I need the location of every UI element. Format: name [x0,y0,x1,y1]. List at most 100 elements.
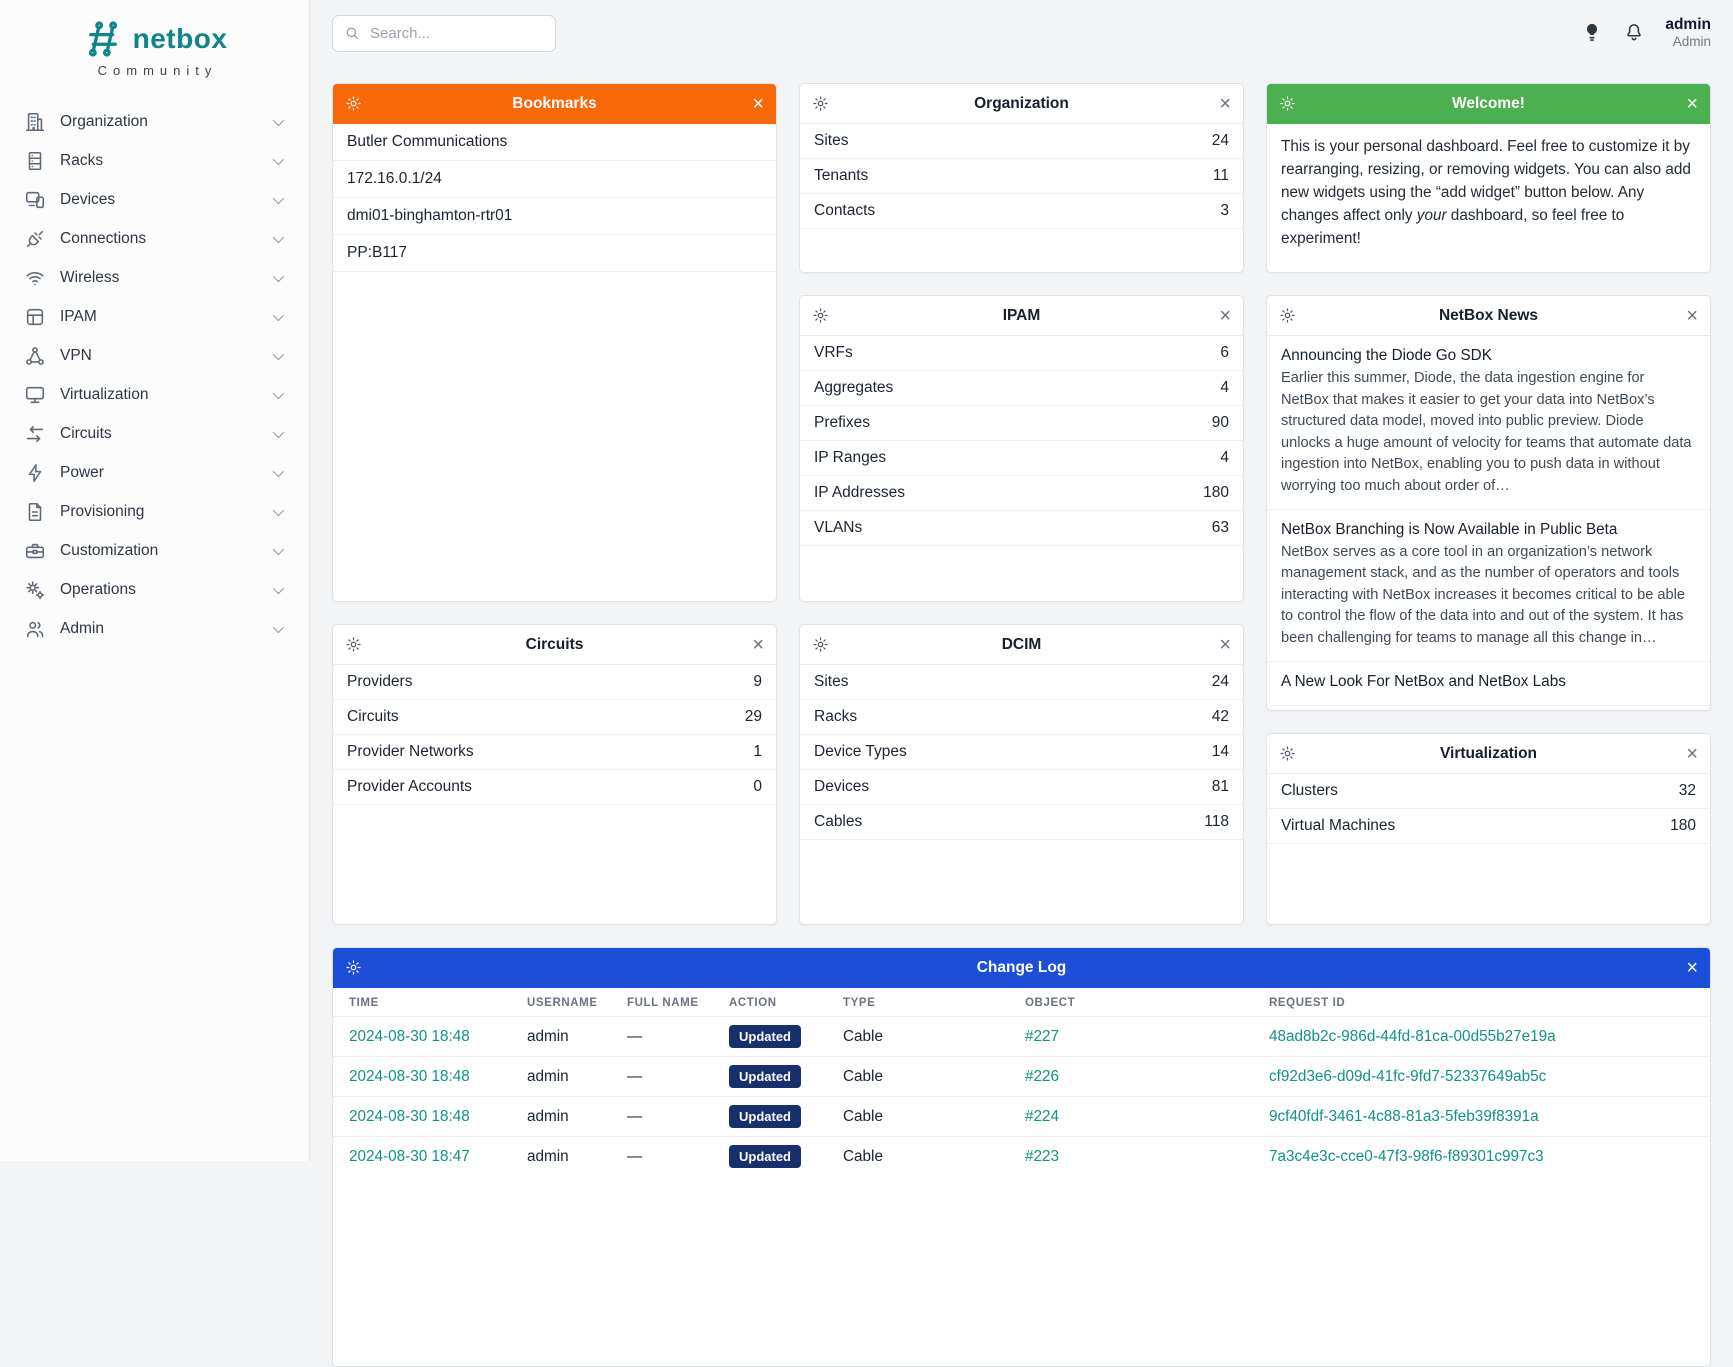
notifications-button[interactable] [1619,18,1649,48]
close-icon[interactable] [744,94,764,114]
changelog-object-link[interactable]: #227 [1025,1027,1060,1045]
stat-row[interactable]: Circuits 29 [333,700,776,735]
stat-label: VLANs [814,519,863,536]
close-icon[interactable] [1678,94,1698,114]
user-menu[interactable]: admin Admin [1665,15,1711,51]
stat-row[interactable]: Providers 9 [333,665,776,700]
stat-row[interactable]: Sites 24 [800,665,1243,700]
changelog-time-link[interactable]: 2024-08-30 18:48 [349,1107,470,1125]
stat-row[interactable]: Tenants 11 [800,159,1243,194]
stat-row[interactable]: Cables 118 [800,805,1243,840]
theme-toggle-button[interactable] [1577,18,1607,48]
close-icon[interactable] [1678,306,1698,326]
widget-title: Change Log [976,958,1067,976]
sidebar-item[interactable]: Organization [0,102,309,141]
main-area: admin Admin Bookmarks Butler Communicati… [310,0,1733,1367]
sidebar-item[interactable]: VPN [0,336,309,375]
gears-icon [24,579,46,601]
gear-icon[interactable] [345,636,365,654]
stat-label: VRFs [814,344,853,361]
stat-label: Virtual Machines [1281,817,1396,834]
sidebar-item[interactable]: Devices [0,180,309,219]
sidebar-item[interactable]: Wireless [0,258,309,297]
changelog-object-link[interactable]: #223 [1025,1147,1060,1165]
sidebar-item[interactable]: Racks [0,141,309,180]
file-icon [24,501,46,523]
stat-row[interactable]: Virtual Machines 180 [1267,809,1710,844]
stat-row[interactable]: Racks 42 [800,700,1243,735]
bookmark-item[interactable]: dmi01-binghamton-rtr01 [333,198,776,235]
stat-row[interactable]: Clusters 32 [1267,774,1710,809]
sidebar-item[interactable]: Admin [0,609,309,648]
sidebar-item[interactable]: Virtualization [0,375,309,414]
stat-value: 32 [1678,782,1696,799]
stat-value: 81 [1211,778,1229,795]
close-icon[interactable] [1678,744,1698,764]
sidebar-item-label: Admin [60,619,104,637]
stat-row[interactable]: IP Addresses 180 [800,476,1243,511]
stat-label: Racks [814,708,858,725]
gear-icon[interactable] [812,307,832,325]
gear-icon[interactable] [812,95,832,113]
changelog-object-link[interactable]: #226 [1025,1067,1060,1085]
sidebar-item[interactable]: Circuits [0,414,309,453]
close-icon[interactable] [1211,635,1231,655]
bookmark-item[interactable]: Butler Communications [333,124,776,161]
news-headline-link[interactable]: Announcing the Diode Go SDK [1281,347,1492,364]
news-headline-link[interactable]: NetBox Branching is Now Available in Pub… [1281,520,1618,538]
gear-icon[interactable] [345,959,365,977]
stat-row[interactable]: Provider Accounts 0 [333,770,776,805]
stat-row[interactable]: Prefixes 90 [800,406,1243,441]
changelog-object-link[interactable]: #224 [1025,1107,1060,1125]
gear-icon[interactable] [1279,307,1299,325]
changelog-time-link[interactable]: 2024-08-30 18:48 [349,1027,470,1045]
close-icon[interactable] [1678,958,1698,978]
changelog-request-link[interactable]: cf92d3e6-d09d-41fc-9fd7-52337649ab5c [1269,1067,1547,1085]
stat-row[interactable]: VRFs 6 [800,336,1243,371]
changelog-request-link[interactable]: 9cf40fdf-3461-4c88-81a3-5feb39f8391a [1269,1107,1539,1125]
sidebar-item[interactable]: Connections [0,219,309,258]
stat-row[interactable]: Devices 81 [800,770,1243,805]
sidebar-item[interactable]: IPAM [0,297,309,336]
news-widget: NetBox News Announcing the Diode Go SDK … [1266,295,1711,711]
changelog-request-link[interactable]: 48ad8b2c-986d-44fd-81ca-00d55b27e19a [1269,1027,1556,1045]
stat-row[interactable]: Contacts 3 [800,194,1243,229]
changelog-request-link[interactable]: 7a3c4e3c-cce0-47f3-98f6-f89301c997c3 [1269,1147,1544,1165]
close-icon[interactable] [1211,306,1231,326]
news-headline-link[interactable]: A New Look For NetBox and NetBox Labs [1281,672,1566,690]
close-icon[interactable] [744,635,764,655]
changelog-row: 2024-08-30 18:48 admin — Updated Cable #… [333,1056,1710,1097]
organization-stats: Sites 24 Tenants 11 Contacts 3 [800,124,1243,229]
sidebar-item[interactable]: Power [0,453,309,492]
changelog-type: Cable [835,1096,1017,1137]
stat-row[interactable]: IP Ranges 4 [800,441,1243,476]
stat-row[interactable]: Device Types 14 [800,735,1243,770]
gear-icon[interactable] [1279,745,1299,763]
changelog-type: Cable [835,1136,1017,1176]
user-name: admin [1665,15,1711,33]
app-sidebar: netbox Community Organization Racks Devi… [0,0,310,1161]
bookmark-item[interactable]: 172.16.0.1/24 [333,161,776,198]
sidebar-item-label: Provisioning [60,502,145,520]
sidebar-item[interactable]: Provisioning [0,492,309,531]
search-box[interactable] [332,14,556,52]
sidebar-item[interactable]: Operations [0,570,309,609]
stat-row[interactable]: Aggregates 4 [800,371,1243,406]
gear-icon[interactable] [812,636,832,654]
changelog-header-row: Time Username Full Name Action Type Obje… [333,988,1710,1017]
stat-row[interactable]: VLANs 63 [800,511,1243,546]
gear-icon[interactable] [345,95,365,113]
close-icon[interactable] [1211,94,1231,114]
bookmarks-widget-header: Bookmarks [333,84,776,124]
sidebar-item[interactable]: Customization [0,531,309,570]
bookmark-item[interactable]: PP:B117 [333,235,776,272]
changelog-time-link[interactable]: 2024-08-30 18:48 [349,1067,470,1085]
sidebar-item-label: Wireless [60,268,120,286]
changelog-time-link[interactable]: 2024-08-30 18:47 [349,1147,470,1165]
changelog-column-header: Request ID [1269,997,1346,1009]
stat-row[interactable]: Sites 24 [800,124,1243,159]
search-input[interactable] [368,23,544,43]
brand-block[interactable]: netbox Community [0,0,309,86]
gear-icon[interactable] [1279,95,1299,113]
stat-row[interactable]: Provider Networks 1 [333,735,776,770]
